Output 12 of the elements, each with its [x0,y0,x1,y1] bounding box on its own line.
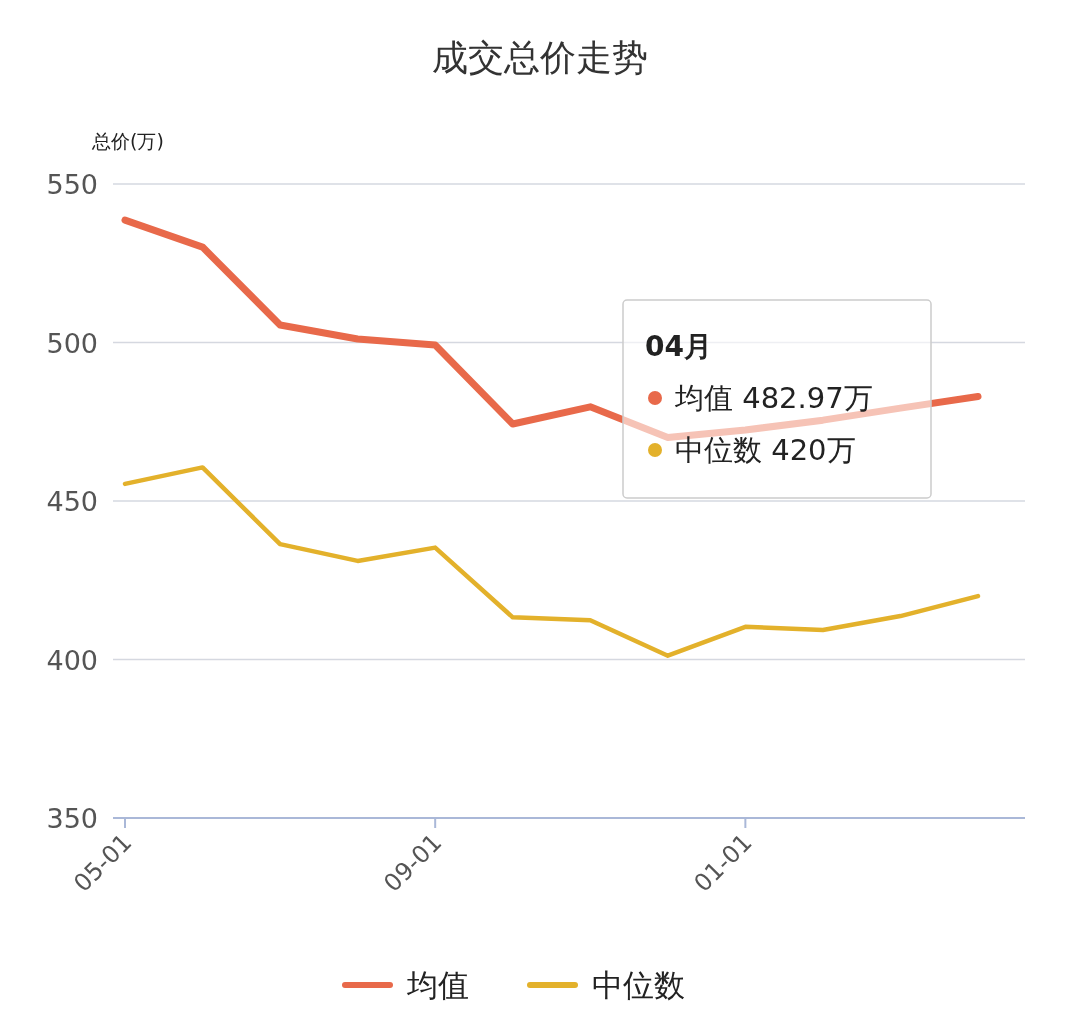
y-tick-label: 350 [46,803,98,834]
y-tick-label: 550 [46,169,98,200]
legend-label: 均值 [406,967,469,1003]
y-tick-label: 450 [46,486,98,517]
y-tick-label: 400 [46,644,98,676]
annotation: 均值 482.97万 [674,381,873,415]
annotation: 04月 [645,330,712,363]
chart-title: 成交总价走势 [432,37,648,78]
y-axis-title: 总价(万) [91,130,164,152]
legend-label: 中位数 [592,967,685,1003]
y-tick-label: 500 [46,327,98,359]
annotation: 中位数 420万 [675,433,856,467]
